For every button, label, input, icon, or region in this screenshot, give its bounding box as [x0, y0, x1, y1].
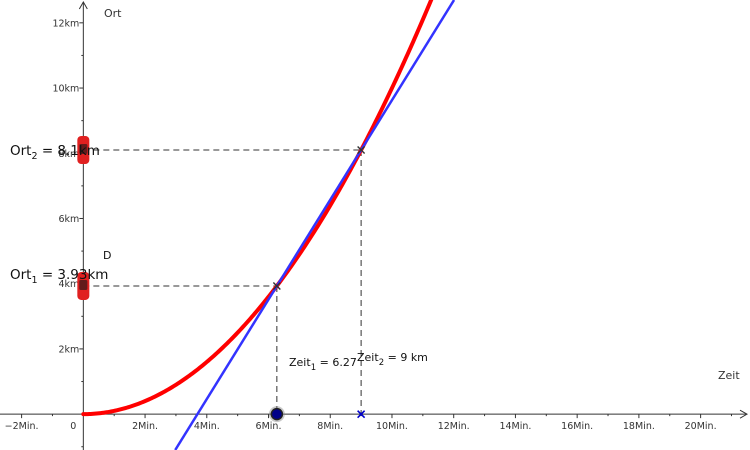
y-tick-label: 12km: [52, 18, 79, 29]
car-window-2: [79, 144, 88, 154]
zeit1-label: Zeit1 = 6.27: [289, 356, 357, 373]
car-point-label: D: [103, 249, 111, 262]
secant-series: [174, 0, 456, 450]
x-axis-label: Zeit: [718, 369, 740, 382]
curve-series: [81, 0, 434, 417]
intersection-point-2: [357, 146, 366, 154]
x-axis-arrow: [739, 409, 749, 419]
y-tick-label: 6km: [59, 214, 80, 225]
intersection-point-1: [272, 281, 281, 290]
x-tick-label: 10Min.: [376, 421, 408, 432]
zeit2-label-base: Zeit: [357, 351, 379, 364]
x-tick-label: 14Min.: [499, 421, 531, 432]
y-tick-label: 4km: [59, 279, 80, 290]
ticks-group: −2Min. 0 2Min. 4Min. 6Min. 8Min. 10Min. 12Min. 1…: [5, 18, 732, 448]
x-tick-label: 18Min.: [623, 421, 655, 432]
y-axis-label: Ort: [104, 7, 122, 20]
ort2-label-sub: 2: [31, 151, 37, 162]
y-tick-label: 8km: [59, 149, 80, 160]
ort1-label-base: Ort: [10, 267, 31, 283]
fixed-point-cross: [357, 410, 366, 419]
y-tick-label: 10km: [52, 84, 79, 95]
x-tick-label: 2Min.: [132, 421, 158, 432]
zeit2-label-value: = 9 km: [384, 351, 428, 364]
ort2-label-base: Ort: [10, 143, 31, 159]
ort2-label: Ort2 = 8.1km: [10, 143, 100, 162]
ort1-label: Ort1 = 3.93km: [10, 267, 108, 286]
slider-point: [270, 407, 284, 421]
x-tick-label: 6Min.: [256, 421, 282, 432]
x-tick-label: 0: [70, 421, 76, 432]
x-tick-label: 8Min.: [317, 421, 343, 432]
x-tick-label: 12Min.: [438, 421, 470, 432]
car-window-1: [79, 279, 88, 290]
zeit1-label-sub: 1: [311, 363, 316, 373]
ort2-label-value: = 8.1km: [38, 143, 100, 159]
zeit2-label: Zeit2 = 9 km: [357, 351, 428, 368]
zeit1-label-value: = 6.27: [316, 356, 357, 369]
y-axis-arrow: [78, 0, 88, 10]
x-tick-label: −2Min.: [5, 421, 39, 432]
ort1-label-sub: 1: [31, 275, 37, 286]
series-group: [81, 0, 456, 450]
car-markers-group: [77, 136, 90, 300]
x-tick-label: 16Min.: [561, 421, 593, 432]
y-tick-label: 2km: [59, 344, 80, 355]
x-tick-label: 20Min.: [685, 421, 717, 432]
zeit1-label-base: Zeit: [289, 356, 311, 369]
zeit2-label-sub: 2: [379, 358, 384, 368]
ort1-label-value: = 3.93km: [38, 267, 109, 283]
x-tick-label: 4Min.: [194, 421, 220, 432]
guide-lines-group: [83, 149, 362, 415]
points-group: [268, 146, 366, 423]
